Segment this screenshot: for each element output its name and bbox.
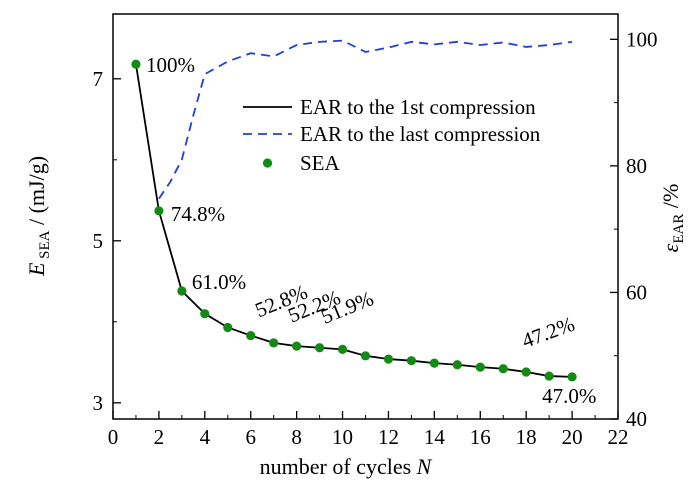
- left-axis-label: E SEA / (mJ/g): [24, 156, 53, 277]
- x-tick-label: 18: [516, 425, 537, 449]
- sea-point: [498, 364, 508, 374]
- x-tick-label: 6: [245, 425, 256, 449]
- sea-point: [521, 367, 531, 377]
- percent-annotation: 47.2%: [519, 312, 578, 353]
- series-line-last: [158, 39, 573, 200]
- x-tick-label: 16: [470, 425, 491, 449]
- sea-point: [544, 371, 554, 381]
- x-tick-label: 8: [291, 425, 302, 449]
- legend-marker-sea: [262, 158, 273, 168]
- right-axis-label-sub: EAR: [671, 214, 687, 244]
- legend-label: SEA: [300, 151, 341, 175]
- right-axis-label-unit: /%: [658, 184, 683, 214]
- sea-point: [475, 362, 485, 372]
- left-axis-label-unit: / (mJ/g): [24, 156, 49, 231]
- legend-label: EAR to the last compression: [300, 122, 541, 146]
- x-tick-label: 20: [562, 425, 583, 449]
- legend-label: EAR to the 1st compression: [300, 95, 536, 119]
- sea-point: [269, 338, 279, 348]
- sea-point: [406, 356, 417, 366]
- axis-labels: number of cycles N E SEA / (mJ/g) εEAR /%: [24, 156, 687, 479]
- x-tick-label: 2: [154, 425, 165, 449]
- left-tick-label: 3: [93, 391, 104, 415]
- x-tick-label: 0: [108, 425, 119, 449]
- x-axis-label-text: number of cycles: [260, 454, 417, 479]
- x-tick-label: 14: [424, 425, 446, 449]
- right-tick-label: 80: [626, 154, 647, 178]
- right-tick-label: 40: [626, 407, 647, 431]
- sea-point: [452, 360, 462, 370]
- x-tick-label: 12: [378, 425, 399, 449]
- right-tick-label: 60: [626, 280, 647, 304]
- sea-point: [246, 330, 256, 341]
- sea-point: [429, 358, 439, 368]
- sea-point: [360, 351, 371, 361]
- x-tick-label: 4: [200, 425, 211, 449]
- percent-annotation: 100%: [146, 53, 195, 77]
- series-layer: [131, 39, 577, 382]
- sea-point: [337, 344, 348, 354]
- sea-point: [292, 341, 302, 351]
- left-tick-label: 7: [93, 67, 104, 91]
- left-axis-label-var: E: [24, 262, 49, 277]
- right-axis-label-var: ε: [658, 243, 683, 252]
- sea-point: [567, 372, 577, 382]
- x-axis-label-var: N: [416, 454, 433, 479]
- percent-annotation: 61.0%: [192, 270, 246, 294]
- left-axis-label-sub: SEA: [37, 230, 53, 262]
- left-tick-label: 5: [93, 229, 104, 253]
- sea-point: [314, 343, 325, 353]
- sea-point: [200, 309, 210, 319]
- sea-point: [177, 286, 187, 296]
- sea-point: [383, 354, 394, 364]
- sea-point: [154, 206, 164, 216]
- legend: EAR to the 1st compression EAR to the las…: [243, 95, 541, 175]
- right-tick-label: 100: [626, 27, 658, 51]
- right-axis-label: εEAR /%: [658, 184, 687, 253]
- percent-annotation: 47.0%: [542, 384, 596, 408]
- x-tick-label: 10: [332, 425, 353, 449]
- percent-annotation: 74.8%: [171, 202, 225, 226]
- sea-point: [131, 59, 141, 69]
- sea-point: [223, 322, 233, 333]
- x-tick-label: 22: [608, 425, 629, 449]
- axes: 0 2 4 6 8 10 12 14 16 18 20 22 3 5 7 40 60 80 100: [93, 13, 658, 449]
- x-axis-label: number of cycles N: [260, 454, 433, 479]
